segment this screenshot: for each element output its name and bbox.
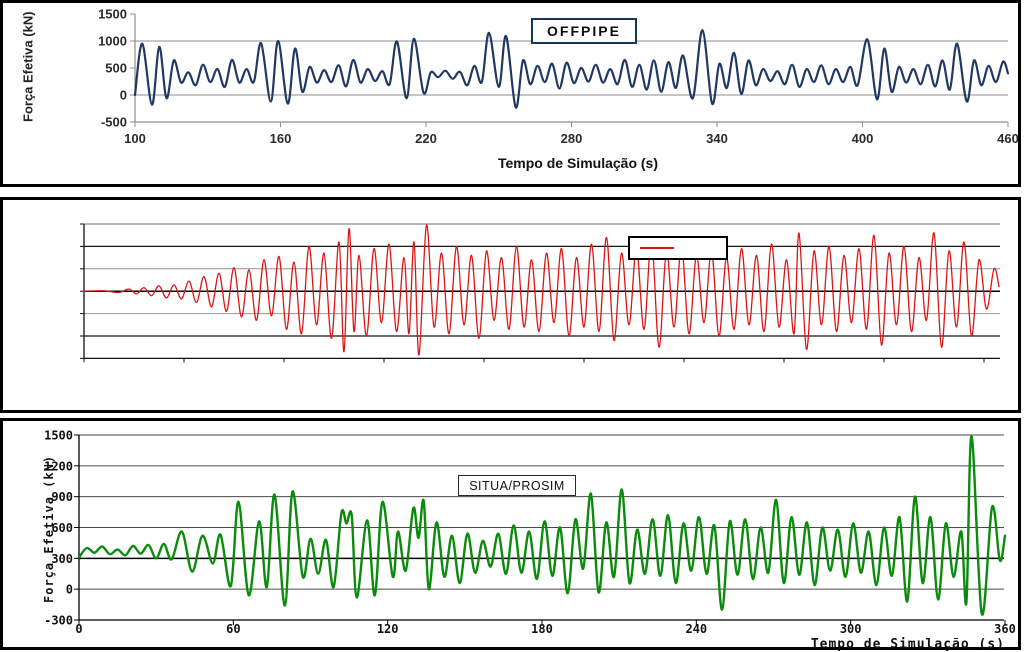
x-tick-label: 460 xyxy=(997,131,1018,146)
offpipe-series-path xyxy=(133,29,1010,109)
y-tick-label: 1200 xyxy=(44,459,73,473)
x-tick-label: 160 xyxy=(270,131,292,146)
y-tick-label: 1500 xyxy=(44,429,73,443)
offpipe-panel: 100 160 220 280 340 400 460 1500 1000 500 0 -500 Fo… xyxy=(0,0,1021,187)
comparison-chart xyxy=(80,223,1000,363)
y-tick-label: 300 xyxy=(51,552,73,566)
y-tick-label: 500 xyxy=(105,61,127,76)
x-tick-label: 240 xyxy=(685,622,707,636)
comparison-red-series-path xyxy=(83,224,1000,356)
red-series-line-sample xyxy=(640,247,674,249)
offpipe-x-axis-label: Tempo de Simulação (s) xyxy=(498,155,658,171)
x-tick-label: 220 xyxy=(415,131,437,146)
y-tick-label: 0 xyxy=(120,88,127,103)
offpipe-legend: OFFPIPE xyxy=(531,18,637,44)
x-tick-label: 120 xyxy=(377,622,399,636)
x-tick-label: 280 xyxy=(561,131,583,146)
offpipe-chart: 100 160 220 280 340 400 460 1500 1000 500 0 -500 xyxy=(98,7,1018,147)
situa-prosim-x-axis-label: Tempo de Simulação (s) xyxy=(810,637,1005,652)
comparison-panel xyxy=(0,197,1021,413)
situa-prosim-y-axis-label: Força Efetiva (kN) xyxy=(42,454,56,604)
x-tick-label: 300 xyxy=(840,622,862,636)
y-tick-label: -300 xyxy=(44,614,73,628)
situa-prosim-panel: 0 60 120 180 240 300 360 1500 1200 900 600 300 0 -300… xyxy=(0,418,1021,652)
y-tick-label: 0 xyxy=(66,583,73,597)
y-tick-label: -500 xyxy=(101,115,127,130)
x-tick-label: 400 xyxy=(852,131,874,146)
comparison-legend xyxy=(628,236,728,260)
y-tick-label: 600 xyxy=(51,521,73,535)
y-tick-label: 900 xyxy=(51,490,73,504)
x-tick-label: 340 xyxy=(706,131,728,146)
offpipe-legend-label: OFFPIPE xyxy=(547,23,621,39)
offpipe-y-axis-label: Força Efetiva (kN) xyxy=(20,11,36,123)
situa-prosim-legend: SITUA/PROSIM xyxy=(458,475,576,496)
x-tick-label: 60 xyxy=(226,622,240,636)
x-tick-label: 0 xyxy=(75,622,82,636)
y-tick-label: 1500 xyxy=(98,7,127,22)
situa-prosim-series-path xyxy=(77,434,1007,616)
x-tick-label: 360 xyxy=(994,622,1016,636)
situa-prosim-legend-label: SITUA/PROSIM xyxy=(469,478,565,493)
x-tick-label: 180 xyxy=(531,622,553,636)
y-tick-label: 1000 xyxy=(98,34,127,49)
x-tick-label: 100 xyxy=(124,131,146,146)
